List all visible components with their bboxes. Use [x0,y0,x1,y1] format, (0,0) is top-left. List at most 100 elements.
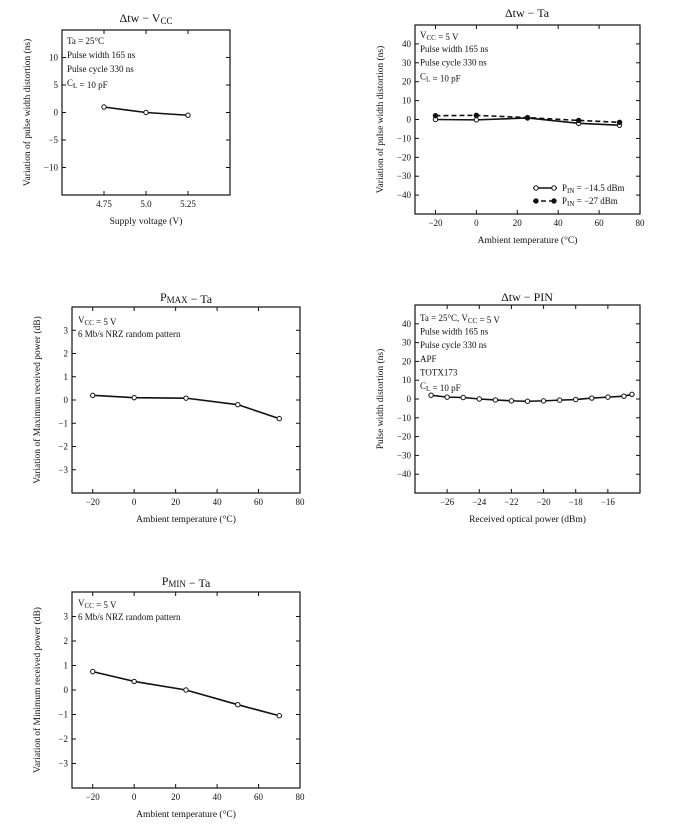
data-point [629,391,635,398]
data-point [460,394,466,401]
x-tick-label: −20 [428,218,443,228]
y-tick-label: 10 [49,53,59,63]
y-tick-label: 30 [402,58,412,68]
data-point [473,112,480,119]
condition-note: 6 Mb/s NRZ random pattern [78,612,181,622]
y-tick-label: −5 [48,135,58,145]
legend-label: PIN = −27 dBm [562,196,618,208]
data-point [573,396,579,403]
x-tick-label: −20 [537,497,552,507]
data-point [428,392,434,398]
legend-swatch-marker-right [551,198,557,204]
data-point [524,398,531,404]
y-tick-label: 20 [402,77,412,87]
condition-note: Pulse cycle 330 ns [420,58,487,68]
y-tick-label: 0 [54,108,59,118]
data-point [183,395,189,401]
x-tick-label: 5.0 [140,199,152,209]
data-point [185,112,191,118]
x-axis-label: Ambient temperature (°C) [136,809,236,820]
x-tick-label: 80 [636,218,646,228]
y-tick-label: −30 [397,450,412,460]
y-tick-label: 1 [64,372,69,382]
data-point [131,678,137,685]
chart-dtw-vcc-svg: Δtw − VCC 4.75 5.0 5.25 −10 −5 0 5 10 Supply volt… [22,11,231,227]
y-tick-label: −40 [397,190,412,200]
y-tick-label: −30 [397,171,412,181]
y-tick-label: −1 [58,710,68,720]
data-point [90,668,96,675]
x-tick-label: 0 [474,218,479,228]
y-tick-label: −2 [58,734,68,744]
x-tick-label: 4.75 [96,199,112,209]
y-tick-label: 3 [64,612,69,622]
data-point [575,117,582,124]
y-tick-label: 2 [64,349,69,359]
chart-title: Δtw − VCC [120,11,173,26]
y-tick-label: 40 [402,39,412,49]
condition-note: CL = 10 pF [420,381,461,393]
condition-note: Pulse width 165 ns [420,327,489,337]
chart-dtw-ta: Δtw − Ta −20 0 20 40 60 80 −40 −30 −20 −10 0 10 20 30 4… [360,0,660,250]
condition-note: VCC = 5 V [78,598,117,610]
data-point [143,109,149,116]
x-tick-label: 0 [132,497,137,507]
x-tick-label: −16 [601,497,616,507]
x-tick-label: 20 [513,218,523,228]
chart-title: Δtw − Ta [505,6,550,20]
data-point [524,114,531,121]
data-point [473,117,480,123]
data-point [235,401,241,408]
x-tick-label: 60 [595,218,605,228]
y-tick-label: 5 [54,80,59,90]
chart-dtw-pin: Δtw − PIN −26 −24 −22 −20 −18 −16 −40 −30 −20 −10 0… [360,280,660,530]
condition-note: Pulse cycle 330 ns [67,64,134,74]
x-tick-label: −20 [86,497,101,507]
condition-note: Pulse width 165 ns [420,44,489,54]
y-axis-label: Variation of Maximum received power (dB) [32,316,43,484]
data-point [183,687,189,693]
chart-pmin-ta: PMIN − Ta −20 0 20 40 60 80 −3 −2 −1 0 1 2 3 Ambient t… [20,565,320,827]
y-axis-label: Variation of pulse width distortion (ns) [22,39,33,187]
y-tick-label: 0 [407,394,412,404]
condition-note: CL = 10 pF [67,78,108,90]
legend-label: PIN = −14.5 dBm [562,183,625,195]
legend-swatch-marker-left [533,185,539,191]
x-tick-label: −26 [440,497,455,507]
legend-swatch-marker-right [551,185,557,191]
data-point [432,113,439,119]
y-tick-label: 0 [64,685,69,695]
chart-dtw-ta-svg: Δtw − Ta −20 0 20 40 60 80 −40 −30 −20 −10 0 10 20 30 4… [375,6,646,246]
y-tick-label: 10 [402,96,412,106]
x-tick-label: 5.25 [180,199,196,209]
x-axis-label: Ambient temperature (°C) [136,514,236,525]
data-point [589,395,595,401]
x-tick-label: 40 [213,792,223,802]
chart-pmin-ta-svg: PMIN − Ta −20 0 20 40 60 80 −3 −2 −1 0 1 2 3 Ambient t… [32,574,305,820]
x-tick-label: 40 [213,497,223,507]
y-tick-label: −20 [397,152,412,162]
data-point [540,398,547,404]
y-tick-label: 3 [64,325,69,335]
x-tick-label: 60 [254,792,264,802]
data-point [90,392,96,399]
x-axis-label: Supply voltage (V) [110,216,183,227]
condition-note: Pulse cycle 330 ns [420,340,487,350]
data-point [235,702,241,708]
data-point [476,396,482,402]
y-tick-label: 40 [402,319,412,329]
chart-pmax-ta: PMAX − Ta −20 0 20 40 60 80 −3 −2 −1 0 1 2 3 Ambient t… [20,280,320,530]
y-tick-label: 1 [64,661,69,671]
data-point [605,394,611,400]
chart-dtw-vcc: Δtw − VCC 4.75 5.0 5.25 −10 −5 0 5 10 Supply volt… [0,0,240,227]
y-axis-label: Variation of Minimum received power (dB) [32,607,43,773]
y-tick-label: 0 [407,115,412,125]
y-tick-label: −3 [58,759,68,769]
data-point [276,713,282,719]
x-axis-label: Ambient temperature (°C) [478,235,578,246]
x-tick-label: 20 [171,497,181,507]
y-tick-label: −3 [58,465,68,475]
data-point [444,394,450,400]
data-point [492,397,499,403]
condition-note: TOTX173 [420,367,458,377]
